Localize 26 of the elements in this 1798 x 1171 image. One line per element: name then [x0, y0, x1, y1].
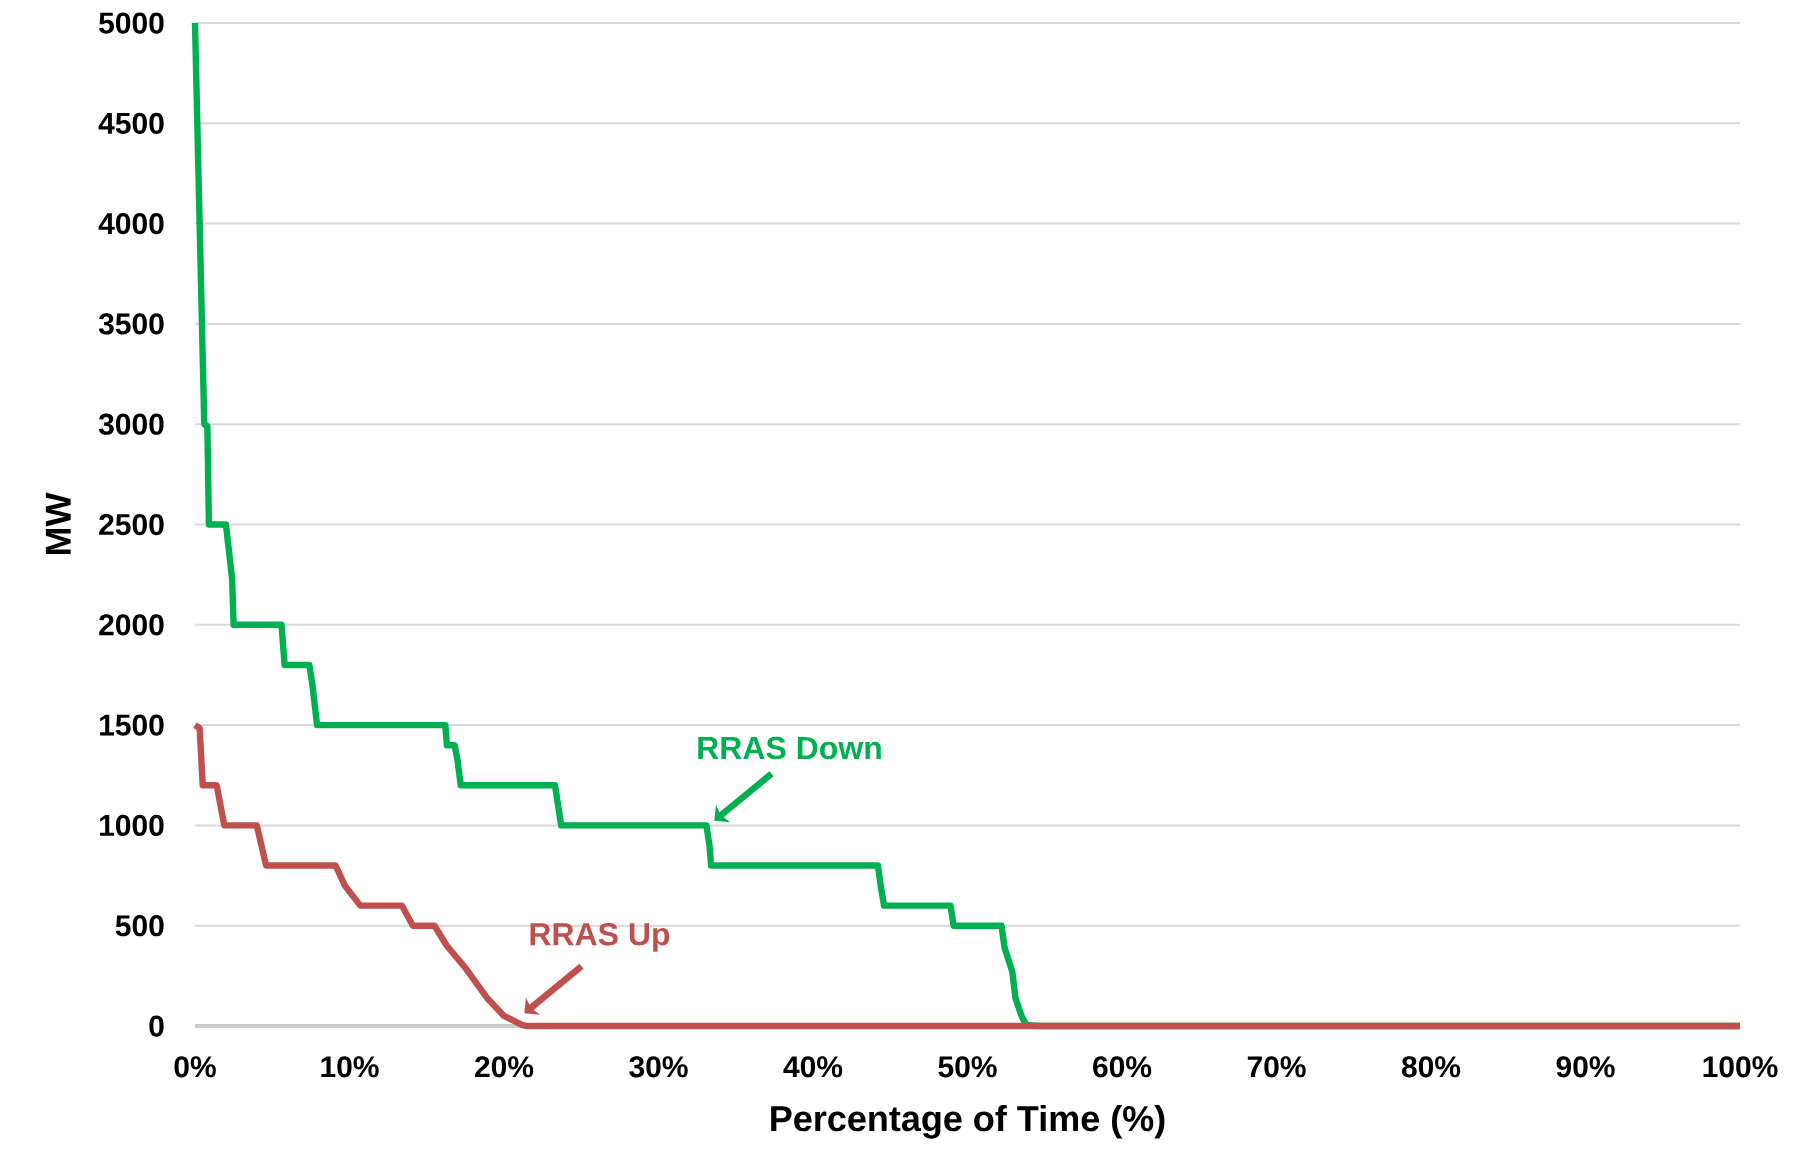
x-tick-label: 50% — [938, 1056, 997, 1078]
x-tick-label: 30% — [629, 1056, 688, 1078]
x-tick-label: 20% — [475, 1056, 534, 1078]
y-tick-label: 2000 — [99, 614, 164, 636]
annotation: RRAS Down — [698, 736, 881, 760]
y-tick-label: 1000 — [100, 814, 164, 837]
x-tick-label: 60% — [1093, 1056, 1152, 1078]
x-tick-label: 80% — [1401, 1056, 1461, 1078]
x-tick-label: 70% — [1247, 1056, 1306, 1078]
x-tick-label: 90% — [1556, 1056, 1615, 1078]
x-tick-label: 40% — [783, 1056, 843, 1078]
y-tick-label: 3000 — [98, 413, 164, 435]
y-tick-label: 1500 — [100, 714, 164, 736]
y-tick-label: 4500 — [98, 112, 164, 134]
y-tick-label: 0 — [149, 1015, 164, 1037]
y-tick-label: 4000 — [98, 212, 164, 235]
annotation: RRAS Up — [530, 922, 670, 952]
x-tick-label: 10% — [321, 1056, 379, 1078]
x-tick-label: 100% — [1703, 1056, 1778, 1078]
y-tick-label: 5000 — [99, 12, 164, 34]
y-tick-label: 500 — [115, 915, 164, 937]
y-tick-label: 2500 — [99, 513, 164, 536]
y-axis-title: MW — [45, 492, 71, 555]
x-tick-label: 0% — [174, 1056, 216, 1078]
x-axis-title: Percentage of Time (%) — [771, 1104, 1165, 1139]
y-tick-label: 3500 — [98, 313, 164, 335]
